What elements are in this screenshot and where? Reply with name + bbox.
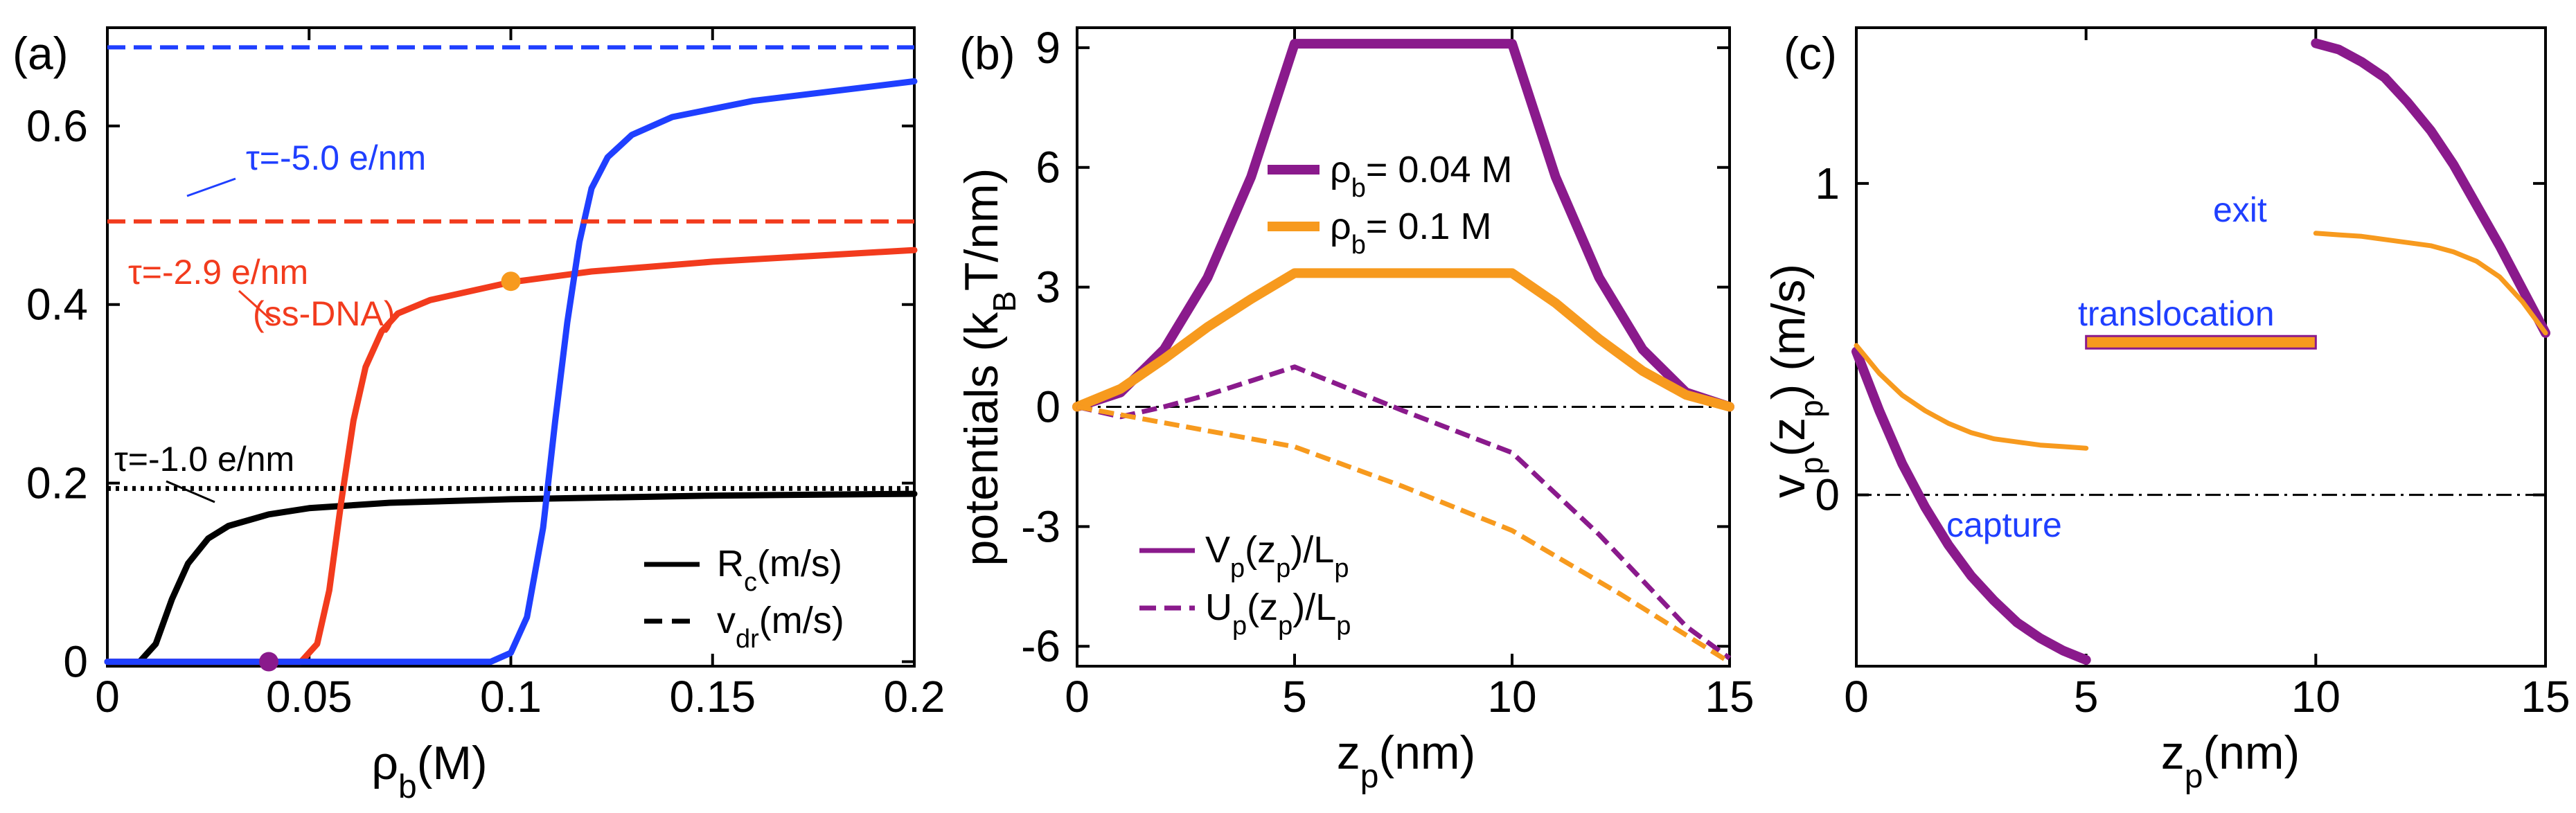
panel-c-axes: 0 5 10 15 0 1 [1815, 26, 2570, 722]
x-tick-label: 0 [1844, 672, 1869, 722]
series-line [1076, 364, 1732, 661]
y-tick-label: 6 [1036, 143, 1060, 193]
panel-b-legend-top: ρb= 0.04 M ρb= 0.1 M [1268, 149, 1512, 260]
legend-up-label: Up(zp)/Lp [1205, 587, 1351, 641]
x-tick-label: 10 [1487, 672, 1536, 722]
x-tick-label: 10 [2291, 672, 2340, 722]
x-tick-label: 0.1 [480, 672, 542, 722]
panel-b-series [1072, 39, 1734, 665]
legend-vdr-label: vdr(m/s) [717, 600, 844, 654]
series-line [2311, 38, 2550, 338]
y-tick-label: 0 [1036, 382, 1060, 431]
x-tick-label: 0.2 [884, 672, 945, 722]
y-tick-label: 0 [1815, 470, 1840, 520]
panel-a-axes: 0 0.05 0.1 0.15 0.2 0 0.2 0.4 0.6 [26, 26, 945, 722]
y-tick-label: 0.4 [26, 280, 88, 330]
panel-c-xlabel: zp(nm) [2161, 726, 2300, 795]
annotation-tau-1-arrow [166, 480, 215, 503]
series-line [1854, 343, 2089, 451]
annotation-capture: capture [1946, 506, 2062, 544]
x-tick-label: 0.05 [266, 672, 353, 722]
series-line [104, 247, 918, 665]
panel-c-ylabel: vp(zp) (m/s) [1762, 264, 1829, 498]
plot-frame [1076, 26, 1731, 668]
panel-c-label: (c) [1784, 28, 1837, 79]
series-line [1072, 268, 1734, 412]
y-tick-label: -6 [1021, 621, 1060, 671]
legend-rc-label: Rc(m/s) [717, 543, 842, 597]
panel-a-xlabel: ρb(M) [371, 737, 487, 805]
panel-c-series [1851, 38, 2550, 665]
marker-point [501, 271, 521, 292]
annotation-ss-dna: (ss-DNA) [253, 294, 396, 333]
x-tick-label: 5 [2074, 672, 2099, 722]
legend-vp-label: Vp(zp)/Lp [1205, 529, 1349, 583]
y-tick-label: 0.2 [26, 458, 88, 508]
y-tick-label: 0 [63, 637, 88, 687]
panel-b-ylabel: potentials (kBT/nm) [955, 168, 1022, 566]
y-tick-label: 0.6 [26, 101, 88, 151]
panel-a-label: (a) [12, 28, 69, 79]
series-line [1851, 346, 2091, 665]
x-tick-label: 5 [1282, 672, 1307, 722]
y-tick-label: 9 [1036, 23, 1060, 73]
marker-point [259, 652, 278, 672]
y-tick-label: -3 [1021, 501, 1060, 551]
annotation-tau-29: τ=-2.9 e/nm [128, 253, 308, 292]
x-tick-label: 15 [2521, 672, 2570, 722]
x-tick-label: 0 [1065, 672, 1090, 722]
annotation-exit: exit [2213, 190, 2267, 229]
panel-a-series [104, 45, 918, 672]
y-tick-label: 1 [1815, 159, 1840, 208]
series-line [1076, 404, 1731, 665]
translocation-bar [2085, 334, 2317, 350]
series-line [1072, 39, 1734, 412]
panel-b-label: (b) [959, 28, 1015, 79]
series-line [104, 78, 918, 665]
annotation-translocation: translocation [2078, 294, 2275, 333]
series-line [2313, 231, 2548, 336]
series-line [104, 490, 918, 665]
panel-a-legend: Rc(m/s) vdr(m/s) [644, 543, 844, 654]
x-tick-label: 0.15 [669, 672, 756, 722]
annotation-tau-5-arrow [186, 177, 236, 197]
annotation-tau-1: τ=-1.0 e/nm [114, 440, 294, 479]
panel-b-xlabel: zp(nm) [1337, 726, 1475, 795]
panel-b-legend-bottom: Vp(zp)/Lp Up(zp)/Lp [1139, 529, 1351, 641]
legend-rho-01-label: ρb= 0.1 M [1330, 206, 1491, 260]
y-tick-label: 3 [1036, 262, 1060, 312]
annotation-tau-29-arrow [238, 289, 275, 323]
legend-rho-004-label: ρb= 0.04 M [1330, 149, 1512, 203]
panel-a: (a) 0 0.05 0.1 0.15 0.2 0 0.2 0.4 0.6 τ=-5.0 e/n… [12, 26, 945, 805]
annotation-tau-5: τ=-5.0 e/nm [246, 139, 426, 177]
x-tick-label: 15 [1705, 672, 1754, 722]
x-tick-label: 0 [95, 672, 120, 722]
panel-b-axes: 0 5 10 15 -6 -3 0 3 6 9 [1021, 23, 1755, 722]
